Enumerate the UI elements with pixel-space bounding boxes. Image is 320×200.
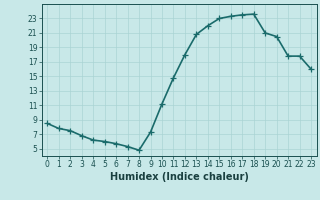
X-axis label: Humidex (Indice chaleur): Humidex (Indice chaleur) [110, 172, 249, 182]
